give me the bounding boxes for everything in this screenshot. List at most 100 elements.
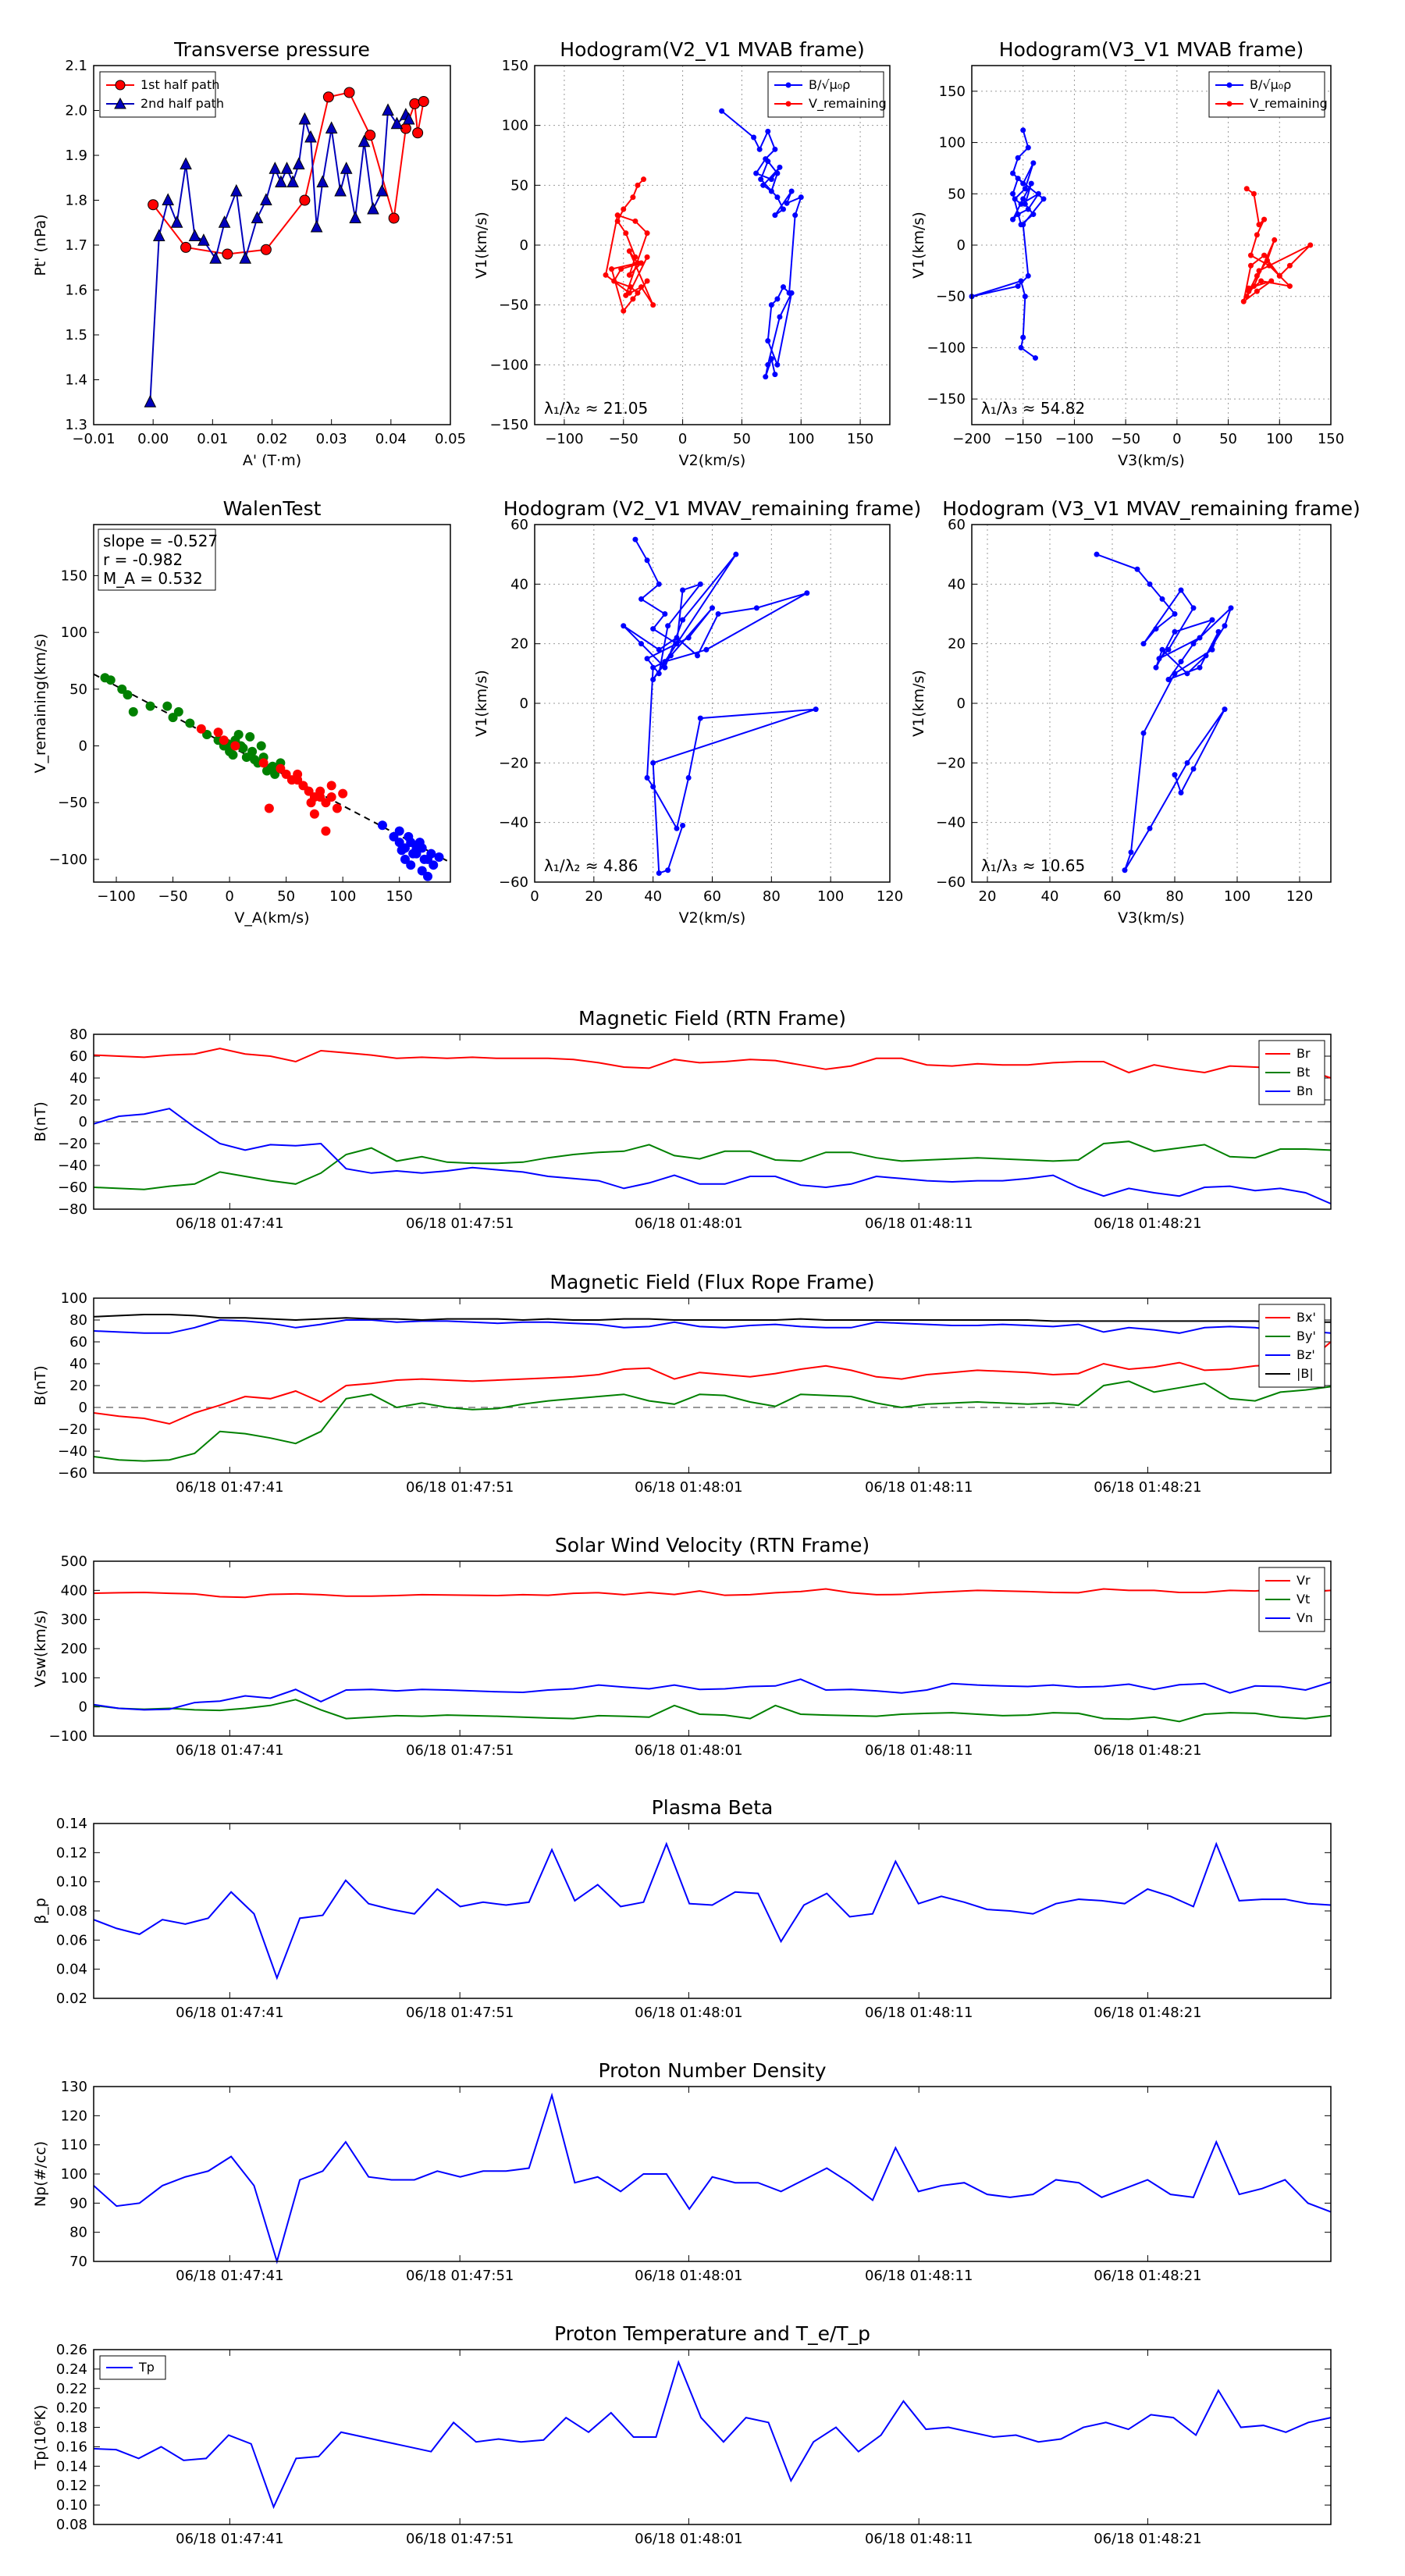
y-tick-label: 100 [502,118,528,134]
data-point [321,798,331,808]
data-point [758,176,764,183]
y-tick-label: −20 [936,755,966,771]
data-point [662,664,668,671]
data-point [1165,676,1172,682]
data-point [1246,285,1252,291]
y-tick-label: 0.06 [56,1932,87,1948]
y-tick-label: −100 [490,357,528,373]
y-tick-label: 0.24 [56,2361,87,2378]
data-point [1015,176,1021,182]
y-tick-label: −20 [58,1136,87,1152]
data-point [760,182,767,188]
legend-label: B/√μ₀ρ [809,77,850,92]
x-tick-label: 20 [585,888,603,905]
y-tick-label: 0.12 [56,1845,87,1861]
data-point [1254,288,1260,294]
y-tick-label: 40 [510,576,528,592]
y-tick-label: 0 [957,696,966,712]
data-point [674,825,680,831]
data-point [173,706,183,717]
x-tick-label: 100 [1224,888,1250,905]
x-tick-label: 100 [788,431,814,447]
data-point [292,157,305,169]
data-point [703,646,710,653]
series-line-Br [93,1048,1332,1079]
time-tick-label: 06/18 01:48:21 [1094,2005,1201,2021]
y-axis-label: V1(km/s) [473,212,490,279]
data-point [338,788,348,799]
data-point [626,290,632,296]
y-tick-label: 0.10 [56,1874,87,1891]
data-point [788,290,795,296]
x-tick-label: 100 [817,888,844,905]
data-point [626,248,632,254]
plot-frame [93,524,451,883]
time-tick-label: 06/18 01:47:51 [406,1479,514,1496]
data-point [152,229,165,241]
data-point [614,212,621,219]
data-point [781,206,786,212]
data-point [685,774,692,781]
data-point [628,284,634,290]
data-point [674,641,680,647]
x-tick-label: −100 [97,888,135,905]
data-point [145,701,155,711]
data-point [644,278,650,284]
x-tick-label: 0 [225,888,233,905]
stats-text: M_A = 0.532 [103,569,203,588]
data-point [400,854,410,864]
data-point [1018,278,1024,284]
x-axis-label: V3(km/s) [1118,452,1185,469]
data-point [148,199,159,211]
data-point [322,91,334,103]
data-point [209,251,222,264]
series-line-Vt [93,1699,1332,1723]
data-point [188,229,201,241]
legend-label: 1st half path [140,77,219,92]
x-tick-label: 100 [1266,431,1293,447]
time-tick-label: 06/18 01:47:51 [406,2005,514,2021]
x-tick-label: 50 [277,888,295,905]
y-tick-label: 0.16 [56,2439,87,2455]
data-point [412,127,424,139]
chart-title: Hodogram(V3_V1 MVAB frame) [999,38,1304,61]
x-tick-label: 120 [1286,888,1313,905]
y-tick-label: 1.7 [65,237,87,254]
y-tick-label: 100 [61,1670,87,1686]
y-tick-label: 1.5 [65,327,87,343]
chart-hodogram-v2-v1-mvav: Hodogram (V2_V1 MVAV_remaining frame) 0 20… [473,497,921,927]
x-tick-label: 60 [1104,888,1122,905]
data-point [674,635,680,641]
chart-title: Hodogram (V2_V1 MVAV_remaining frame) [503,497,922,520]
data-point [618,266,624,272]
data-point [1028,180,1034,187]
data-point [1256,268,1262,274]
series-line-2nd half path [149,108,410,403]
y-tick-label: 300 [61,1612,87,1628]
plot-frame [93,2349,1332,2525]
data-point [389,831,399,841]
data-point [1184,760,1190,766]
data-point [334,183,347,197]
data-point [753,605,759,611]
y-tick-label: 0.02 [56,1991,87,2007]
y-tick-label: 0 [520,696,528,712]
y-tick-label: 0.04 [56,1962,87,1978]
y-tick-label: 400 [61,1582,87,1599]
data-point [299,194,311,206]
data-point [196,724,206,734]
y-axis-label: Vsw(km/s) [32,1610,49,1687]
data-point [632,254,638,260]
data-point [656,646,662,653]
time-tick-label: 06/18 01:47:41 [176,1215,283,1232]
y-tick-label: 150 [939,84,966,100]
data-point [656,870,662,877]
data-point [1140,730,1147,736]
data-point [1035,190,1041,197]
chart-title: Hodogram(V2_V1 MVAB frame) [560,38,864,61]
data-point [697,715,703,721]
data-point [426,849,436,859]
y-tick-label: −40 [936,815,966,831]
legend-label: Vn [1297,1610,1313,1625]
data-point [390,116,404,130]
